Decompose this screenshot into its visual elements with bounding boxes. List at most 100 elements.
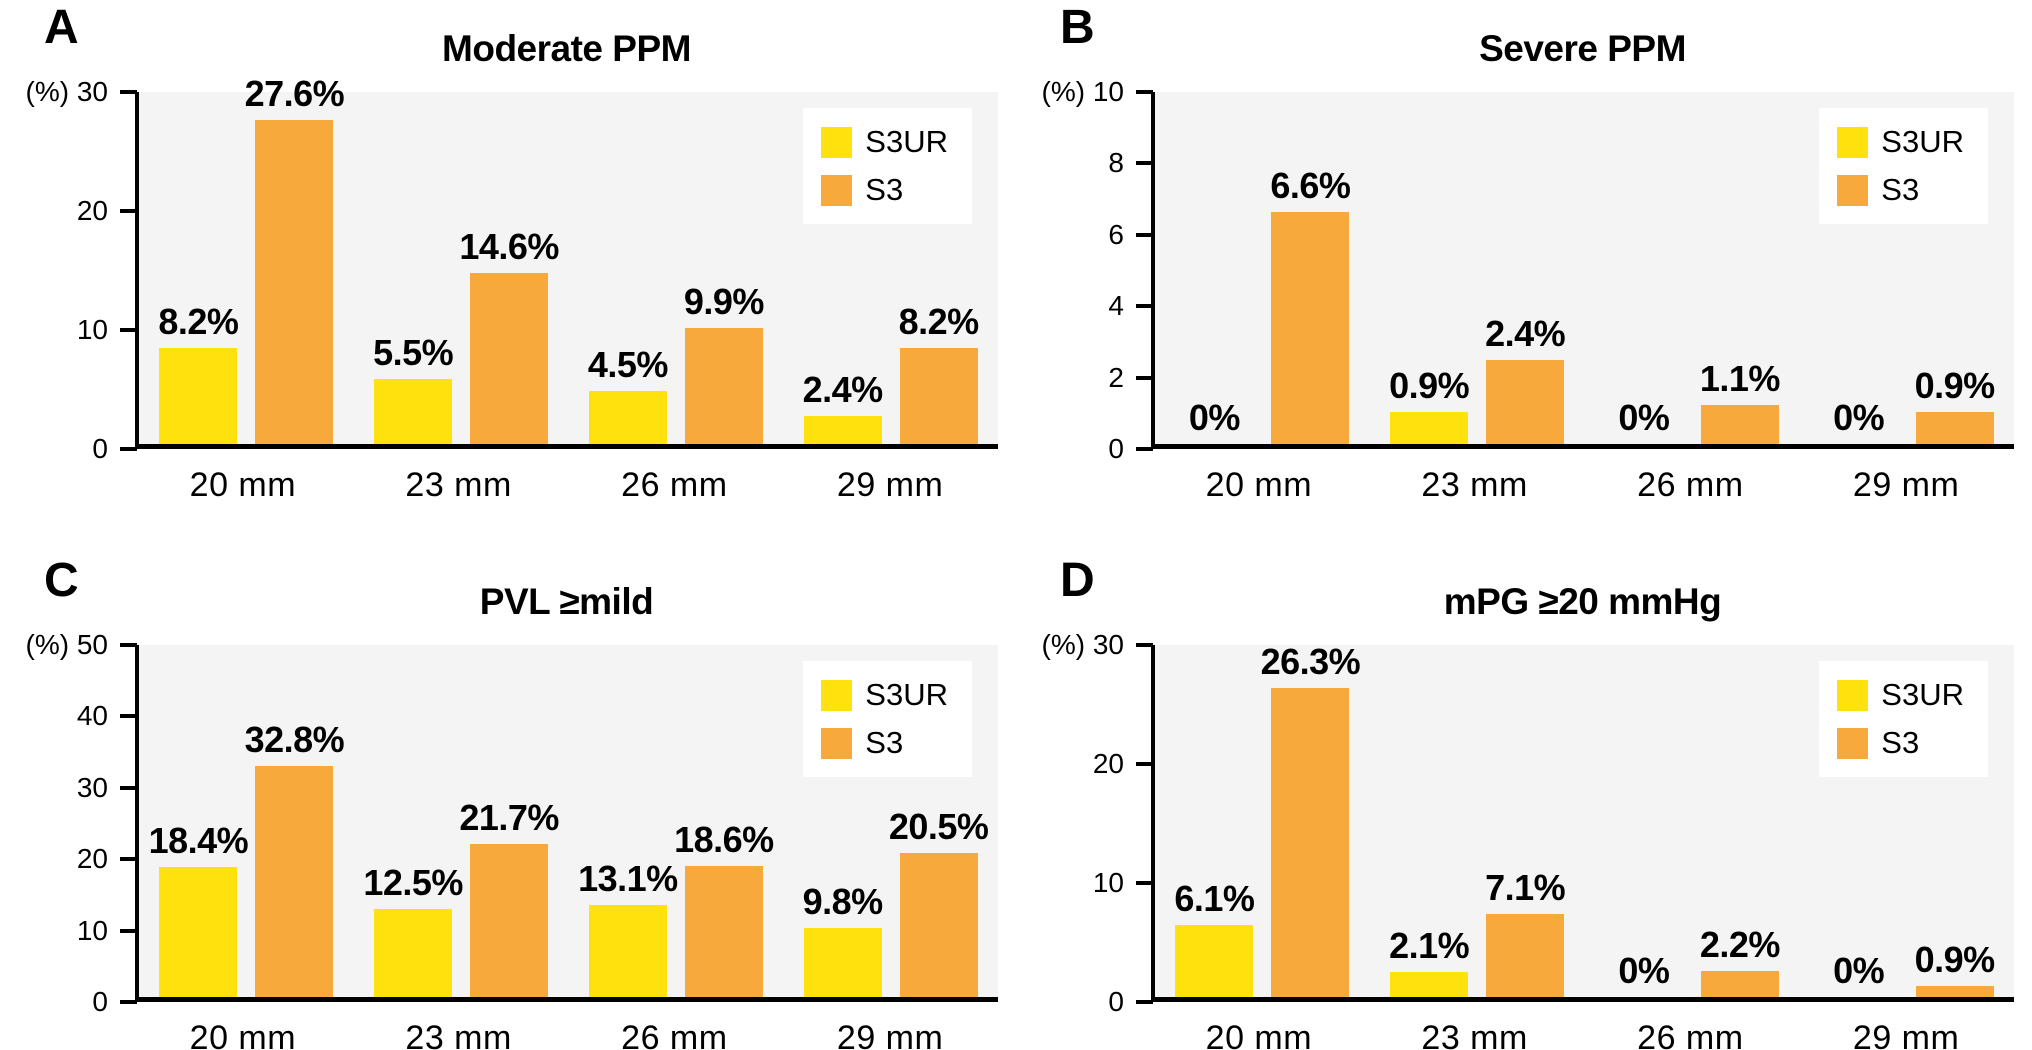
x-tick-label-29mm: 29 mm: [1852, 466, 1960, 504]
bar-A-29mm-S3: [899, 347, 978, 444]
y-tick-label: 0: [1108, 986, 1124, 1017]
x-tick-label-26mm: 26 mm: [1637, 466, 1744, 504]
value-label-B-26mm-S3UR: 0%: [1618, 397, 1670, 438]
bar-C-20mm-S3: [255, 766, 334, 997]
panel-C: C PVL ≥mild 0 10 20 30 40 (%) 50 18.4% 32.8% 12.5%…: [0, 525, 1016, 1050]
bar-pair: 0% 0.9%: [1820, 645, 1995, 997]
plot-area: 18.4% 32.8% 12.5% 21.7% 13.1% 18.6% 9.8% 20.5% S…: [135, 645, 998, 1002]
bar-A-20mm-S3UR: [159, 347, 238, 444]
bar-slot: 0.9%: [1915, 92, 1995, 444]
bar-slot: 0.9%: [1389, 92, 1470, 444]
bar-slot: 0.9%: [1915, 645, 1995, 997]
y-tick-label: (%) 50: [25, 629, 108, 660]
bar-pair: 9.8% 20.5%: [802, 645, 989, 997]
y-tick-mark: [1136, 375, 1153, 380]
legend-label: S3: [865, 725, 904, 760]
legend-label: S3UR: [1881, 124, 1964, 159]
bar-slot: 27.6%: [245, 76, 345, 444]
x-axis-labels: 20 mm 23 mm 26 mm 29 mm: [135, 466, 998, 505]
bar-pair: 2.1% 7.1%: [1389, 645, 1566, 997]
bar-slot: 6.1%: [1174, 645, 1255, 997]
y-tick-label: 8: [1108, 147, 1124, 179]
value-label-A-23mm-S3UR: 5.5%: [373, 332, 454, 374]
bar-slot: 13.1%: [578, 645, 678, 997]
bar-group-23mm: 2.1% 7.1%: [1370, 645, 1585, 997]
bar-slot: 0%: [1605, 92, 1683, 444]
x-tick-label-29mm: 29 mm: [836, 1019, 944, 1050]
bar-slot: 32.8%: [245, 645, 345, 997]
panel-B: B Severe PPM 0 2 4 6 8 (%) 10 0% 6.6% 0.9% 2.4% 0% 1.…: [1016, 0, 2032, 525]
x-tick-label-23mm: 23 mm: [405, 1019, 512, 1050]
bar-slot: 9.8%: [802, 645, 884, 997]
legend-label: S3UR: [865, 677, 948, 712]
bar-D-29mm-S3: [1915, 986, 1994, 997]
chart-title: PVL ≥mild: [479, 581, 654, 622]
legend-label: S3: [1881, 172, 1920, 207]
value-label-B-29mm-S3UR: 0%: [1833, 397, 1885, 438]
bar-pair: 0% 1.1%: [1605, 92, 1780, 444]
y-axis: 0 2 4 6 8 (%) 10: [1016, 76, 1153, 464]
x-tick-label-20mm: 20 mm: [189, 466, 297, 504]
value-label-B-20mm-S3: 6.6%: [1270, 164, 1351, 206]
legend-swatch-S3UR: [1837, 679, 1869, 711]
y-tick-mark: [1136, 161, 1153, 166]
y-tick-mark: [1136, 90, 1153, 94]
panel-A-inner: A Moderate PPM 0 10 20 (%) 30 8.2% 27.6% 5.5% 14.…: [0, 0, 1016, 525]
y-tick-mark: [120, 209, 137, 213]
y-tick-label: 0: [92, 986, 108, 1017]
y-tick-label: 4: [1108, 290, 1124, 322]
bar-A-29mm-S3UR: [803, 415, 882, 444]
legend-swatch-S3: [821, 727, 853, 759]
bar-pair: 0.9% 2.4%: [1389, 92, 1566, 444]
value-label-C-23mm-S3UR: 12.5%: [363, 862, 463, 903]
y-tick-label: 0: [1108, 433, 1124, 464]
legend-item-S3: S3: [1837, 725, 1964, 761]
chart-title: Severe PPM: [1479, 28, 1686, 69]
y-tick-mark: [1136, 304, 1153, 309]
value-label-C-26mm-S3: 18.6%: [674, 819, 774, 861]
value-label-D-26mm-S3: 2.2%: [1699, 924, 1781, 966]
bar-pair: 6.1% 26.3%: [1174, 644, 1361, 997]
bar-pair: 0% 6.6%: [1175, 92, 1351, 444]
bar-slot: 0%: [1820, 92, 1898, 444]
x-tick-label-20mm: 20 mm: [1205, 1019, 1313, 1050]
bar-group-20mm: 8.2% 27.6%: [139, 76, 354, 444]
legend-item-S3UR: S3UR: [821, 677, 948, 713]
x-tick-label-26mm: 26 mm: [1637, 1019, 1744, 1050]
legend-label: S3UR: [1881, 677, 1964, 712]
bar-pair: 4.5% 9.9%: [588, 92, 765, 444]
y-axis: 0 10 20 (%) 30: [0, 76, 137, 464]
bar-group-23mm: 0.9% 2.4%: [1370, 92, 1585, 444]
x-tick-label-20mm: 20 mm: [1205, 466, 1313, 504]
bar-group-26mm: 13.1% 18.6%: [569, 645, 784, 997]
value-label-A-26mm-S3: 9.9%: [683, 280, 765, 322]
value-label-D-29mm-S3UR: 0%: [1833, 950, 1885, 991]
bar-D-20mm-S3UR: [1175, 925, 1254, 997]
bar-C-29mm-S3UR: [803, 928, 882, 997]
panel-letter-A: A: [44, 1, 79, 54]
bar-A-26mm-S3UR: [588, 391, 667, 444]
y-tick-label: 20: [1092, 748, 1124, 779]
y-tick-label: 10: [76, 314, 108, 345]
value-label-C-20mm-S3: 32.8%: [244, 719, 345, 761]
bar-pair: 2.4% 8.2%: [803, 92, 979, 444]
value-label-D-23mm-S3: 7.1%: [1485, 866, 1566, 908]
legend-swatch-S3UR: [821, 126, 853, 158]
legend-swatch-S3: [1837, 174, 1869, 206]
bar-group-20mm: 18.4% 32.8%: [139, 645, 354, 997]
x-tick-label-20mm: 20 mm: [189, 1019, 297, 1050]
bar-slot: 18.6%: [674, 645, 774, 997]
bar-slot: 12.5%: [363, 645, 463, 997]
y-tick-mark: [120, 857, 137, 862]
value-label-C-29mm-S3UR: 9.8%: [802, 881, 884, 923]
bar-slot: 6.6%: [1270, 92, 1351, 444]
bar-slot: 4.5%: [588, 92, 668, 444]
bar-pair: 12.5% 21.7%: [363, 645, 559, 997]
y-tick-mark: [1136, 643, 1153, 647]
bar-C-26mm-S3: [684, 866, 763, 997]
bar-slot: 0%: [1820, 645, 1898, 997]
bar-pair: 0% 2.2%: [1605, 645, 1781, 997]
bar-A-23mm-S3: [470, 272, 549, 444]
bar-group-29mm: 0% 0.9%: [1799, 645, 2014, 997]
bar-group-23mm: 12.5% 21.7%: [354, 645, 569, 997]
